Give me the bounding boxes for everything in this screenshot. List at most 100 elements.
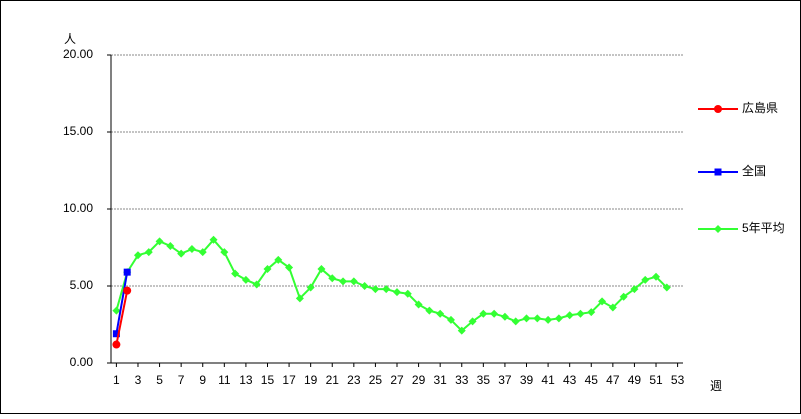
marker: [382, 285, 391, 294]
x-tick-label: 53: [671, 373, 685, 387]
x-tick-label: 11: [218, 373, 231, 387]
x-tick-label: 45: [585, 373, 599, 387]
x-tick-label: 43: [563, 373, 577, 387]
marker: [166, 241, 175, 250]
x-tick-label: 35: [477, 373, 491, 387]
series-line: [115, 238, 668, 333]
marker: [155, 237, 164, 246]
marker: [306, 283, 315, 292]
marker: [425, 306, 434, 315]
legend-label: 広島県: [742, 100, 778, 115]
marker: [241, 275, 250, 284]
marker: [274, 255, 283, 264]
marker: [446, 315, 455, 324]
x-tick-label: 41: [541, 373, 555, 387]
x-tick-label: 21: [326, 373, 340, 387]
marker: [479, 309, 488, 318]
x-tick-label: 29: [412, 373, 426, 387]
marker: [468, 317, 477, 326]
y-tick-label: 20.00: [63, 47, 93, 61]
marker: [714, 105, 722, 113]
marker: [328, 274, 337, 283]
x-tick-label: 31: [433, 373, 447, 387]
marker: [511, 317, 520, 326]
marker: [317, 265, 326, 274]
marker: [652, 272, 661, 281]
marker: [285, 263, 294, 272]
marker: [554, 314, 563, 323]
marker: [393, 288, 401, 297]
x-tick-label: 49: [628, 373, 642, 387]
y-tick-label: 5.00: [70, 278, 94, 292]
x-tick-label: 1: [113, 373, 120, 387]
marker: [112, 306, 121, 315]
series-line: [115, 271, 129, 334]
y-tick-label: 15.00: [63, 124, 93, 138]
marker: [457, 326, 466, 335]
marker: [295, 294, 304, 303]
x-tick-label: 25: [369, 373, 383, 387]
marker: [641, 275, 650, 284]
marker: [565, 311, 574, 320]
x-tick-label: 3: [135, 373, 142, 387]
x-tick-label: 51: [649, 373, 663, 387]
marker: [619, 292, 628, 301]
x-tick-label: 17: [282, 373, 296, 387]
marker: [112, 340, 121, 349]
marker: [144, 248, 153, 257]
marker: [598, 297, 607, 306]
marker: [349, 277, 358, 286]
x-tick-label: 9: [199, 373, 206, 387]
marker: [263, 265, 272, 274]
marker: [187, 245, 196, 254]
marker: [252, 280, 261, 289]
marker: [587, 308, 596, 317]
marker: [360, 282, 369, 290]
marker: [231, 269, 240, 278]
x-tick-label: 33: [455, 373, 469, 387]
marker: [490, 309, 499, 318]
x-tick-label: 19: [304, 373, 318, 387]
marker: [209, 235, 218, 244]
x-tick-label: 47: [606, 373, 620, 387]
x-tick-label: 27: [390, 373, 404, 387]
marker: [714, 168, 722, 176]
marker: [177, 249, 186, 258]
y-axis-label: 人: [64, 32, 76, 46]
marker: [339, 277, 348, 286]
y-tick-label: 0.00: [70, 355, 94, 369]
y-tick-label: 10.00: [63, 201, 93, 215]
x-tick-label: 7: [178, 373, 185, 387]
x-tick-label: 23: [347, 373, 361, 387]
x-tick-label: 37: [498, 373, 512, 387]
marker: [544, 315, 553, 324]
marker: [414, 300, 423, 309]
marker: [500, 312, 509, 321]
marker: [576, 309, 585, 318]
marker: [112, 330, 120, 338]
x-tick-label: 39: [520, 373, 534, 387]
marker: [133, 251, 142, 260]
marker: [533, 314, 542, 323]
x-tick-label: 15: [261, 373, 275, 387]
x-tick-label: 13: [239, 373, 253, 387]
x-tick-label: 5: [156, 373, 163, 387]
legend-label: 5年平均: [742, 221, 785, 235]
marker: [662, 283, 671, 292]
marker: [371, 285, 380, 294]
marker: [630, 285, 639, 294]
marker: [123, 268, 131, 276]
legend-label: 全国: [742, 163, 766, 178]
marker: [714, 225, 722, 233]
marker: [198, 248, 207, 257]
x-axis-label: 週: [710, 379, 722, 393]
marker: [608, 303, 617, 312]
marker: [436, 309, 445, 318]
marker: [403, 289, 412, 298]
marker: [220, 248, 229, 257]
marker: [522, 314, 531, 323]
series-line: [115, 290, 129, 345]
marker: [123, 286, 132, 295]
